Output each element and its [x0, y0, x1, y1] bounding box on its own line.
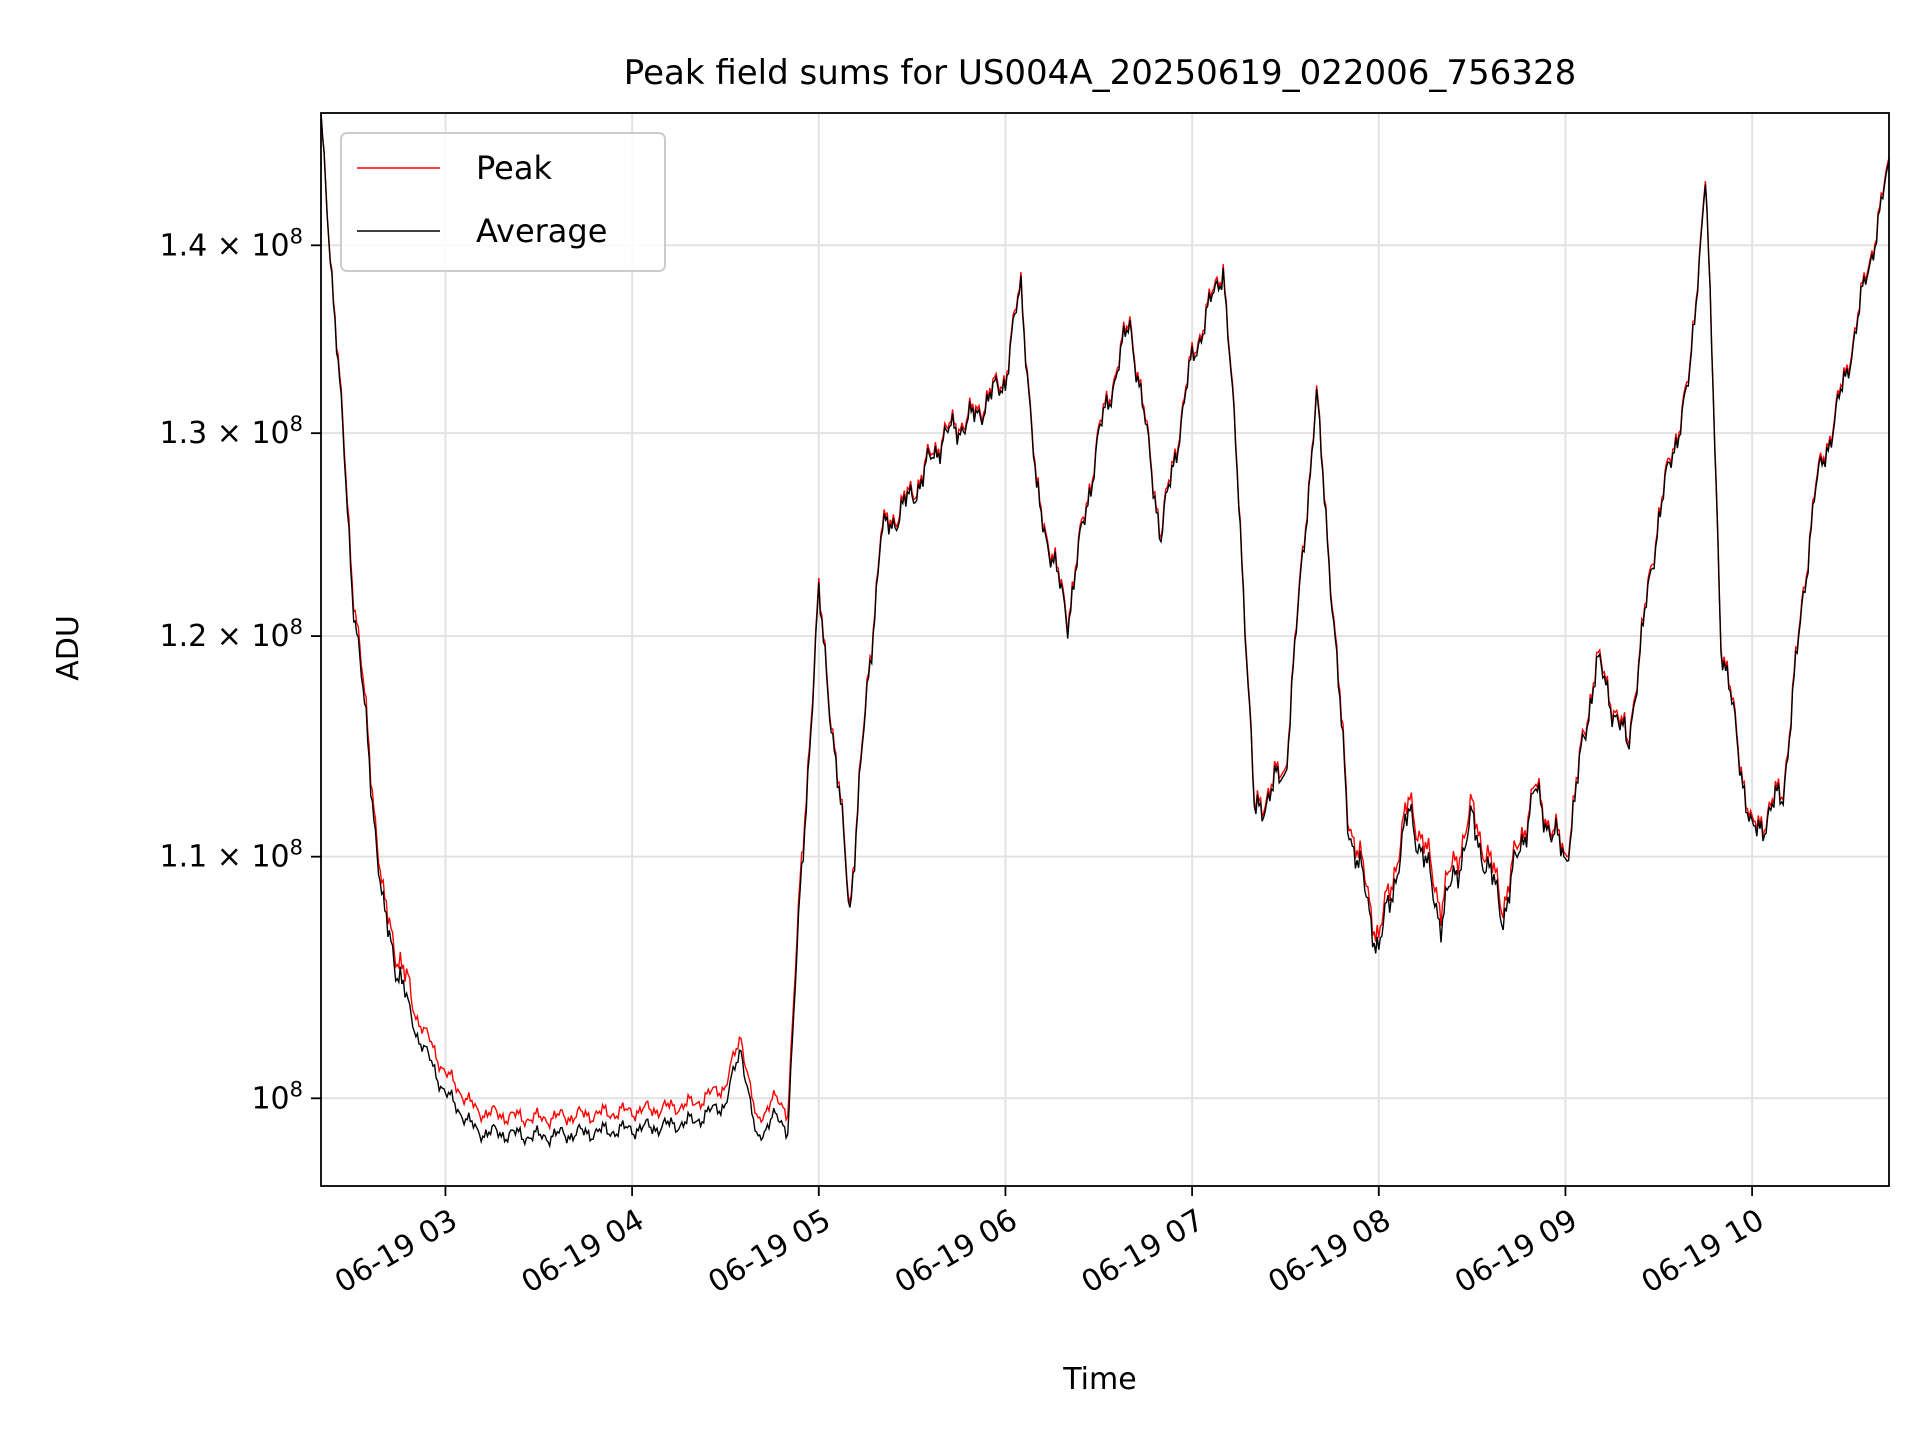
x-axis-label: Time — [1062, 1362, 1136, 1397]
y-tick-exponent: 8 — [290, 224, 303, 248]
series-line-average — [321, 113, 1889, 1149]
y-tick-label: 1.2 × 108 — [160, 615, 303, 654]
y-tick-label: 1.3 × 108 — [160, 412, 303, 451]
y-tick-label: 108 — [251, 1077, 303, 1116]
y-axis-label: ADU — [51, 615, 86, 681]
grid-lines — [321, 113, 1889, 1186]
legend-label-average: Average — [476, 212, 607, 250]
axes-frame — [320, 112, 1890, 1187]
y-tick-exponent: 8 — [290, 1077, 303, 1101]
y-tick-base: 10 — [251, 1081, 289, 1116]
y-tick-base: 10 — [251, 840, 289, 875]
y-tick-exponent: 8 — [290, 836, 303, 860]
series-lines — [321, 113, 1889, 1149]
y-tick-exponent: 8 — [290, 412, 303, 436]
y-tick-mantissa: 1.3 × — [160, 416, 252, 451]
y-tick-mantissa: 1.1 × — [160, 840, 252, 875]
y-tick-label: 1.4 × 108 — [160, 224, 303, 263]
y-tick-base: 10 — [251, 619, 289, 654]
y-tick-exponent: 8 — [290, 615, 303, 639]
chart-title: Peak field sums for US004A_20250619_0220… — [624, 53, 1576, 93]
y-tick-base: 10 — [251, 416, 289, 451]
legend: Peak Average — [340, 132, 666, 272]
y-tick-mantissa: 1.2 × — [160, 619, 252, 654]
y-tick-mantissa: 1.4 × — [160, 228, 252, 263]
legend-label-peak: Peak — [476, 149, 552, 187]
y-tick-base: 10 — [251, 228, 289, 263]
y-tick-label: 1.1 × 108 — [160, 836, 303, 875]
